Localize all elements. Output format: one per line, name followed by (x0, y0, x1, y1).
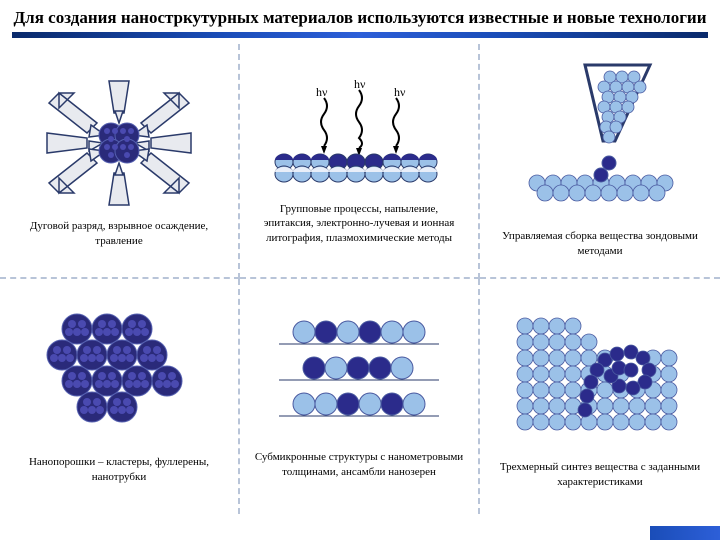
caption-0: Дуговой разряд, взрывное осаждение, трав… (8, 219, 230, 248)
group-processes-icon: hν hν hν (264, 76, 454, 196)
caption-1: Групповые процессы, напыление, эпитаксия… (248, 202, 470, 245)
cell-submicron: Субмикронные структуры с нанометровыми т… (240, 279, 480, 514)
arc-discharge-icon (39, 73, 199, 213)
caption-5: Трехмерный синтез вещества с заданными х… (488, 460, 712, 489)
footer-accent (650, 526, 720, 540)
cell-3d-synthesis: Трехмерный синтез вещества с заданными х… (480, 279, 720, 514)
header-accent-bar (12, 32, 708, 38)
cell-group-processes: hν hν hν (240, 44, 480, 279)
hv-label-center: hν (354, 77, 366, 91)
caption-4: Субмикронные структуры с нанометровыми т… (248, 450, 470, 479)
cell-arc-discharge: Дуговой разряд, взрывное осаждение, трав… (0, 44, 240, 279)
hv-label-left: hν (316, 85, 328, 99)
caption-2: Управляемая сборка вещества зондовыми ме… (488, 229, 712, 258)
caption-3: Нанопорошки – кластеры, фуллерены, нанот… (8, 455, 230, 484)
slide-title: Для создания наностркутурных материалов … (0, 0, 720, 44)
cell-probe-assembly: Управляемая сборка вещества зондовыми ме… (480, 44, 720, 279)
hv-label-right: hν (394, 85, 406, 99)
title-text: Для создания наностркутурных материалов … (13, 8, 706, 27)
cell-nanopowders: Нанопорошки – кластеры, фуллерены, нанот… (0, 279, 240, 514)
diagram-grid: Дуговой разряд, взрывное осаждение, трав… (0, 44, 720, 514)
submicron-icon (264, 314, 454, 444)
probe-assembly-icon (515, 63, 685, 223)
3d-synthesis-icon (505, 304, 695, 454)
nanopowders-icon (29, 309, 209, 449)
